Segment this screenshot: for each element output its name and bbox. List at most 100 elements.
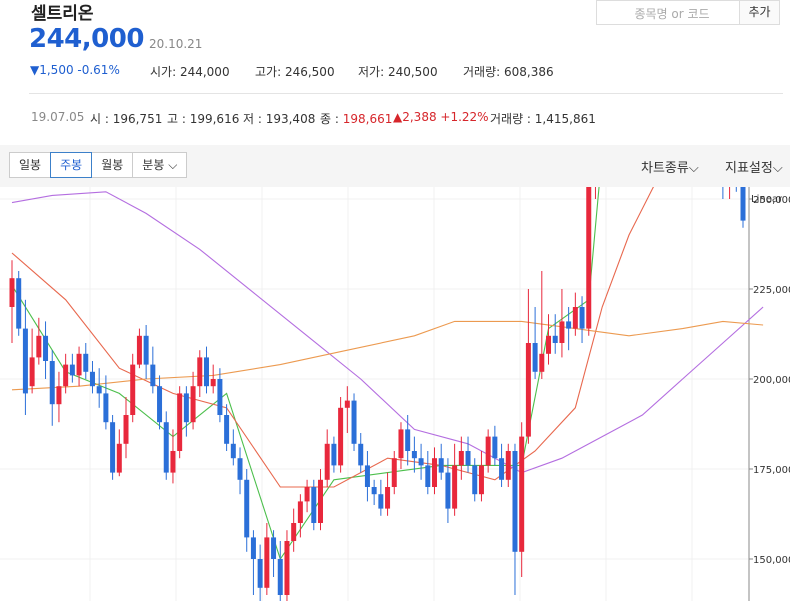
history-date: 19.07.05	[31, 110, 85, 124]
y-axis-tick-label: 225,000	[753, 285, 790, 296]
candle-body	[9, 278, 15, 307]
candle-body	[130, 364, 136, 415]
open-value: : 244,000	[172, 65, 230, 79]
high-price: 고가: 246,500	[255, 63, 335, 80]
history-open: 시 : 196,751	[90, 112, 163, 126]
low-price: 저가: 240,500	[358, 63, 438, 80]
candle-body	[371, 487, 377, 495]
tab-minute[interactable]: 분봉 ⌵	[132, 152, 188, 178]
candle-body	[22, 328, 28, 394]
chart-type-dropdown[interactable]: 차트종류⌵	[641, 157, 699, 176]
tab-monthly[interactable]: 월봉	[91, 152, 134, 178]
history-low: 저 : 193,408	[243, 112, 316, 126]
candle-body	[277, 559, 283, 595]
candle-body	[203, 357, 209, 387]
candle-body	[103, 393, 109, 423]
candle-body	[432, 458, 438, 487]
candle-body	[311, 487, 317, 523]
candle-body	[29, 357, 35, 387]
candle-body	[465, 451, 471, 466]
low-label: 저가	[358, 65, 381, 79]
candle-body	[244, 479, 250, 538]
candle-body	[452, 465, 458, 509]
candle-body	[445, 472, 451, 509]
price-chart[interactable]: 150,000175,000200,000225,000250,000275,0…	[0, 187, 790, 601]
tab-weekly[interactable]: 주봉	[50, 152, 93, 178]
candle-body	[183, 393, 189, 423]
price-date: 20.10.21	[149, 37, 203, 51]
candle-body	[478, 465, 484, 495]
candle-body	[210, 379, 216, 387]
low-value: : 240,500	[380, 65, 438, 79]
indicator-dropdown[interactable]: 지표설정⌵	[725, 157, 783, 176]
candle-body	[552, 335, 558, 343]
history-close: 종 : 198,661	[320, 110, 392, 127]
candle-body	[16, 278, 22, 329]
open-price: 시가: 244,000	[150, 63, 230, 80]
candle-body	[297, 501, 303, 523]
candle-body	[89, 371, 95, 387]
candle-body	[284, 541, 290, 595]
add-stock-button[interactable]: 추가	[740, 0, 780, 25]
chevron-down-icon: ⌵	[688, 161, 699, 176]
candle-body	[358, 443, 364, 466]
candle-body	[519, 436, 525, 552]
candle-body	[525, 343, 531, 437]
candle-body	[492, 436, 498, 459]
candle-body	[364, 465, 370, 487]
history-high: 고 : 199,616	[167, 112, 240, 126]
candle-body	[76, 353, 82, 376]
search-box	[596, 0, 740, 25]
candle-body	[224, 415, 230, 444]
candle-body	[177, 393, 183, 451]
candle-body	[96, 386, 102, 394]
stock-search-input[interactable]	[605, 2, 739, 25]
chart-type-label: 차트종류	[641, 161, 689, 176]
high-label: 고가	[255, 65, 278, 79]
tab-daily[interactable]: 일봉	[9, 152, 52, 178]
candle-body	[331, 443, 337, 466]
scale-label: Linear	[751, 194, 783, 205]
candle-body	[351, 400, 357, 444]
candle-body	[546, 335, 552, 354]
period-tabs: 일봉 주봉 월봉 분봉 ⌵	[9, 152, 188, 178]
candle-body	[418, 458, 424, 466]
candle-body	[110, 422, 116, 473]
candle-body	[411, 451, 417, 459]
candle-body	[572, 307, 578, 329]
candle-body	[291, 523, 297, 541]
candle-body	[69, 364, 75, 376]
candle-body	[116, 443, 122, 473]
y-axis-tick-label: 175,000	[753, 465, 790, 476]
tab-minute-label: 분봉	[142, 158, 165, 172]
candle-body	[36, 335, 42, 358]
y-axis-tick-label: 250,000	[753, 195, 790, 206]
history-close-label: 종 :	[320, 112, 339, 126]
candle-body	[405, 429, 411, 451]
candle-body	[512, 451, 518, 552]
candle-body	[579, 307, 585, 329]
y-axis-tick-label: 150,000	[753, 555, 790, 566]
current-price: 244,000	[29, 24, 144, 54]
volume-value: : 608,386	[496, 65, 554, 79]
candle-body	[317, 479, 323, 523]
candle-body	[338, 407, 344, 466]
chevron-down-icon: ⌵	[772, 161, 783, 176]
y-axis-tick-label: 200,000	[753, 375, 790, 386]
candle-body	[566, 321, 572, 329]
candle-body	[56, 386, 62, 405]
candle-body	[559, 321, 565, 343]
candle-body	[505, 451, 511, 480]
ma-line-ma60	[11, 191, 764, 474]
candle-body	[391, 458, 397, 487]
candle-body	[271, 537, 277, 559]
candle-body	[190, 386, 196, 423]
candle-body	[49, 361, 55, 405]
candle-body	[485, 436, 491, 466]
candle-body	[385, 487, 391, 509]
candle-body	[250, 537, 256, 559]
candle-body	[230, 443, 236, 459]
candle-body	[143, 335, 149, 365]
candle-body	[157, 386, 163, 423]
candle-body	[398, 429, 404, 459]
